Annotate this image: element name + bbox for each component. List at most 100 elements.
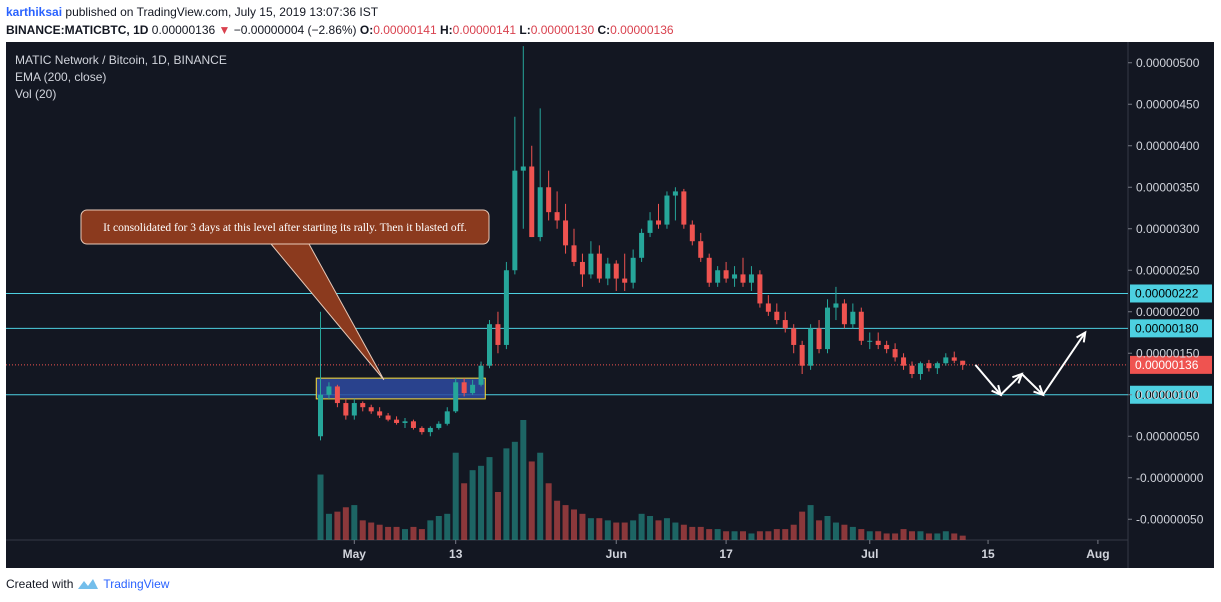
x-tick-label: Aug [1086,547,1109,561]
chart-pane[interactable]: 0.00000222 0.00000180 0.00000100 0.00000136… [6,42,1214,568]
tradingview-brand[interactable]: TradingView [103,577,170,591]
candle-body [461,382,467,394]
volume-bar [883,533,890,540]
candle-body [960,360,966,365]
candle-body [943,357,949,364]
volume-bar [393,526,400,540]
volume-bar [587,518,594,540]
candle-body [774,311,780,321]
volume-bar [537,452,544,540]
volume-bar [402,529,408,540]
x-tick-label: Jun [606,547,627,561]
volume-bar [494,492,501,540]
level-price-label-bg [1130,284,1212,303]
chart-background [6,42,1214,568]
y-tick-label: 0.00000500 [1136,56,1200,70]
volume-bar [511,441,518,540]
candle-body [782,320,788,329]
y-tick-label: 0.00000350 [1136,180,1200,194]
volume-bar [545,483,552,540]
candle-body [825,307,830,350]
volume-bar [528,461,535,540]
volume-bar [824,516,831,540]
volume-bar [765,531,772,540]
arrowhead-icon [991,384,1003,397]
volume-bar [342,507,349,540]
volume-bar [773,529,780,540]
candle-body [512,170,518,271]
candle-body [495,324,501,345]
candle-body [672,191,678,196]
volume-bar [909,531,915,540]
publish-header: karthiksai published on TradingView.com,… [6,5,378,19]
candle-body [698,241,704,258]
candle-body [419,427,425,433]
volume-bar [359,520,366,540]
candle-body [360,403,366,408]
candle-body [563,220,569,246]
legend-ema: EMA (200, close) [15,70,107,84]
candle-body [723,270,729,279]
candle-body [799,344,805,366]
volume-bar [478,465,485,540]
open-label: O: [359,23,374,37]
volume-bar [418,529,425,540]
volume-bar [469,470,476,540]
tradingview-logo-icon[interactable] [77,577,99,591]
candle-body [732,274,738,279]
x-tick-label: 13 [449,547,463,561]
candle-body [622,278,628,283]
candle-body [934,363,940,369]
y-tick-label: 0.00000100 [1136,388,1200,402]
down-triangle-icon: ▼ [218,23,231,37]
high-value: 0.00000141 [452,23,517,37]
volume-bar [756,531,763,540]
y-tick-label: 0.00000450 [1136,97,1200,111]
candle-body [503,270,509,345]
volume-bar [368,522,375,540]
candle-body [765,303,771,312]
level-price-label: 0.00000100 [1135,388,1199,402]
volume-bar [503,448,510,540]
volume-bar [875,531,882,540]
y-tick-label: 0.00000400 [1136,139,1200,153]
volume-bar [604,520,611,540]
level-price-label: 0.00000222 [1135,286,1199,300]
candle-body [909,365,915,374]
volume-bar [714,529,721,540]
volume-bar [816,520,823,540]
symbol-label: BINANCE:MATICBTC, 1D [6,23,149,37]
ohlc-header: BINANCE:MATICBTC, 1D 0.00000136 ▼ −0.000… [6,23,674,37]
last-price-label-bg [1130,355,1212,374]
volume-bar [663,518,670,540]
volume-bar [596,518,603,540]
candle-body [402,421,408,423]
volume-bar [655,520,662,540]
volume-bar [892,533,899,540]
candle-body [833,303,839,308]
open-value: 0.00000141 [373,23,437,37]
candle-body [427,427,433,433]
candle-body [917,363,923,374]
annotation-callout [80,209,490,245]
candle-body [613,263,619,279]
volume-bar [934,533,941,540]
candlestick-chart[interactable]: 0.00000222 0.00000180 0.00000100 0.00000136… [6,42,1214,568]
high-label: H: [439,23,453,37]
candle-body [757,274,763,304]
volume-bar [647,516,654,540]
volume-bar [858,529,865,540]
volume-bar [325,513,332,540]
candle-body [639,232,645,258]
volume-bar [731,531,738,540]
published-text: published on TradingView.com, July 15, 2… [65,5,379,19]
volume-bar [317,474,324,540]
volume-bar [672,522,679,540]
y-tick-label: -0.00000050 [1136,512,1204,526]
close-label: C: [597,23,611,37]
x-tick-label: Jul [861,547,878,561]
volume-bar [925,533,932,540]
candle-body [571,245,577,262]
volume-bar [782,529,789,540]
author-link[interactable]: karthiksai [6,5,63,19]
